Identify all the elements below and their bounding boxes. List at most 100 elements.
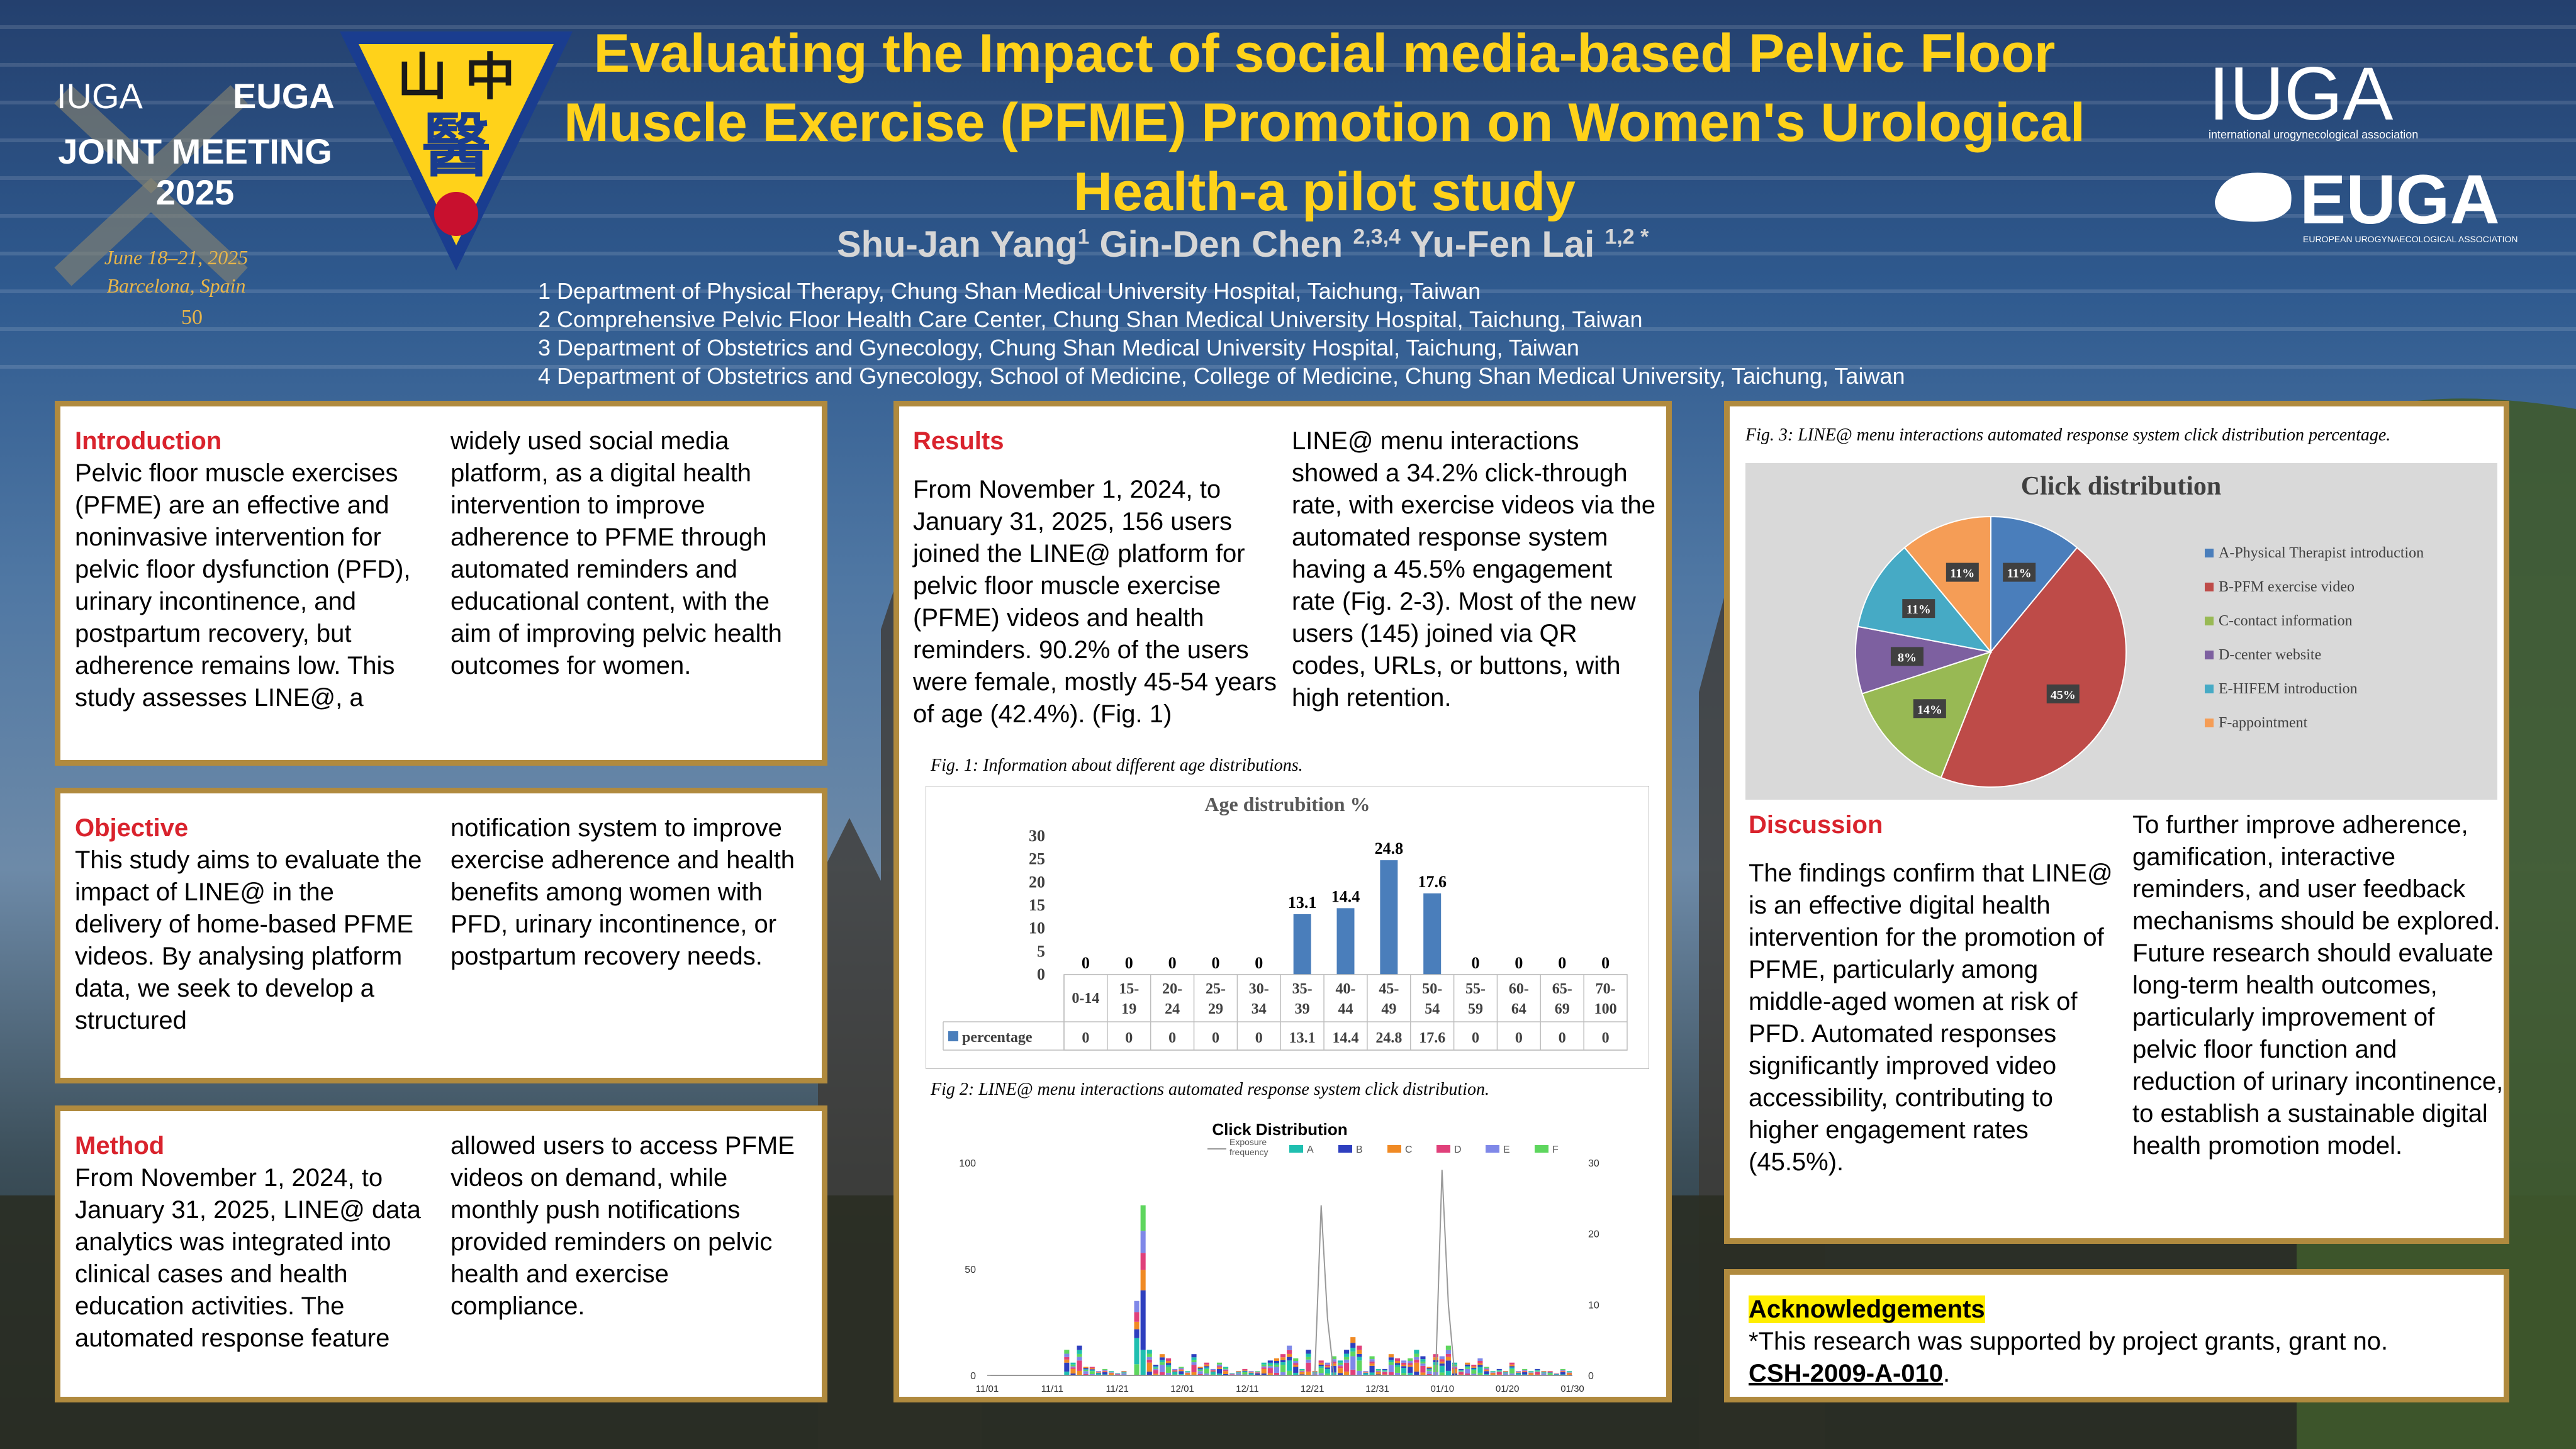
stacked-bar-segment (1287, 1353, 1292, 1357)
method-text-col2: allowed users to access PFME videos on d… (451, 1132, 795, 1320)
stacked-bar-segment (1064, 1371, 1070, 1375)
legend-swatch (1387, 1145, 1401, 1153)
stacked-bar-segment (1459, 1368, 1464, 1370)
stacked-bar-segment (1115, 1374, 1121, 1375)
stacked-bar-segment (1146, 1357, 1152, 1360)
stacked-bar-segment (1153, 1373, 1158, 1375)
stacked-bar-segment (1134, 1329, 1140, 1338)
stacked-bar-segment (1465, 1368, 1470, 1373)
pie-data-label-box (2046, 684, 2080, 703)
stacked-bar-segment (1248, 1373, 1254, 1375)
stacked-bar-segment (1089, 1371, 1095, 1374)
x-tick-label: 12/21 (1301, 1384, 1324, 1394)
introduction-text-col1: Pelvic floor muscle exercises (PFME) are… (75, 459, 411, 712)
bar-data-label: 0 (1168, 954, 1177, 972)
stacked-bar-segment (1083, 1369, 1089, 1370)
stacked-bar-segment (1484, 1371, 1489, 1374)
stacked-bar-segment (1465, 1364, 1470, 1367)
stacked-bar-segment (1439, 1362, 1445, 1364)
x-tick-label: 24 (1165, 1001, 1180, 1017)
legend-label: D (1454, 1144, 1462, 1155)
stacked-bar-segment (1172, 1372, 1178, 1375)
stacked-bar-segment (1408, 1361, 1413, 1363)
stacked-bar-segment (1471, 1366, 1477, 1368)
x-tick-label: 40- (1336, 981, 1356, 997)
iuga-logo-sub: international urogynecological associati… (2209, 128, 2418, 141)
stacked-bar-segment (1280, 1365, 1286, 1372)
stacked-bar-segment (1236, 1372, 1241, 1373)
legend-label: B (1356, 1144, 1363, 1155)
stacked-bar-segment (1324, 1364, 1330, 1367)
legend-label: B-PFM exercise video (2219, 579, 2355, 595)
y-left-tick-label: 50 (965, 1265, 976, 1275)
stacked-bar-segment (1369, 1363, 1375, 1366)
y-tick-label: 30 (1029, 827, 1045, 845)
stacked-bar-segment (1179, 1371, 1184, 1374)
results-text-col2: LINE@ menu interactions showed a 34.2% c… (1292, 427, 1656, 712)
stacked-bar-segment (1509, 1366, 1515, 1368)
y-tick-label: 5 (1037, 942, 1045, 960)
legend-swatch (1338, 1145, 1352, 1153)
acknowledgements-panel: Acknowledgements *This research was supp… (1724, 1269, 2509, 1402)
stacked-bar-segment (1070, 1364, 1076, 1367)
stacked-bar-segment (1159, 1357, 1165, 1360)
x-tick-label: 19 (1121, 1001, 1136, 1017)
stacked-bar-segment (1471, 1365, 1477, 1367)
stacked-bar-segment (1331, 1362, 1336, 1364)
stacked-bar-segment (1344, 1350, 1350, 1354)
legend-swatch (2205, 583, 2214, 591)
stacked-bar-segment (1566, 1371, 1572, 1372)
stacked-bar-segment (1077, 1350, 1082, 1354)
legend-swatch (2205, 617, 2214, 625)
stacked-bar-segment (1439, 1356, 1445, 1360)
stacked-bar-segment (1089, 1370, 1095, 1372)
stacked-bar-segment (1140, 1350, 1146, 1375)
stacked-bar-segment (1522, 1370, 1528, 1372)
legend-swatch (948, 1031, 958, 1041)
stacked-bar-segment (1566, 1372, 1572, 1373)
table-value: 0 (1212, 1030, 1219, 1046)
logo-euga-text: EUGA (233, 76, 335, 116)
y-tick-label: 10 (1029, 919, 1045, 937)
stacked-bar-segment (1255, 1372, 1260, 1373)
stacked-bar-segment (1070, 1368, 1076, 1373)
stacked-bar-segment (1560, 1370, 1565, 1372)
stacked-bar-segment (1261, 1364, 1267, 1367)
method-text-col1: From November 1, 2024, to January 31, 20… (75, 1164, 421, 1352)
stacked-bar-segment (1452, 1362, 1458, 1365)
stacked-bar-segment (1191, 1357, 1197, 1360)
stacked-bar-segment (1185, 1371, 1190, 1372)
stacked-bar-segment (1369, 1372, 1375, 1375)
stacked-bar-segment (1465, 1367, 1470, 1369)
stacked-bar-segment (1064, 1350, 1070, 1354)
stacked-bar-segment (1363, 1371, 1369, 1372)
stacked-bar-segment (1070, 1373, 1076, 1375)
stacked-bar-segment (1382, 1370, 1387, 1372)
stacked-bar-segment (1223, 1369, 1229, 1370)
emblem-chars: 山 中 (397, 48, 515, 106)
stacked-bar-segment (1223, 1373, 1229, 1375)
stacked-bar-segment (1109, 1371, 1114, 1372)
stacked-bar-segment (1267, 1366, 1273, 1368)
stacked-bar-segment (1401, 1360, 1407, 1363)
figure2-caption: Fig 2: LINE@ menu interactions automated… (931, 1080, 1489, 1099)
bar-data-label: 0 (1125, 954, 1133, 972)
x-tick-label: 11/01 (976, 1384, 999, 1394)
stacked-bar-segment (1204, 1368, 1209, 1373)
stacked-bar-segment (1452, 1364, 1458, 1367)
stacked-bar-segment (1337, 1366, 1343, 1368)
legend-label: C (1405, 1144, 1413, 1155)
stacked-bar-segment (1210, 1370, 1216, 1372)
x-tick-label: 15- (1119, 981, 1139, 997)
legend-swatch (2205, 651, 2214, 659)
stacked-bar-segment (1401, 1364, 1407, 1367)
stacked-bar-segment (1350, 1348, 1356, 1352)
x-tick-label: 64 (1511, 1001, 1526, 1017)
stacked-bar-segment (1516, 1373, 1521, 1375)
table-value: 24.8 (1375, 1030, 1402, 1046)
results-text-col1: From November 1, 2024, to January 31, 20… (913, 476, 1277, 728)
stacked-bar-segment (1140, 1231, 1146, 1253)
legend-label: C-contact information (2219, 613, 2353, 629)
stacked-bar-segment (1465, 1373, 1470, 1375)
stacked-bar-segment (1083, 1373, 1089, 1375)
